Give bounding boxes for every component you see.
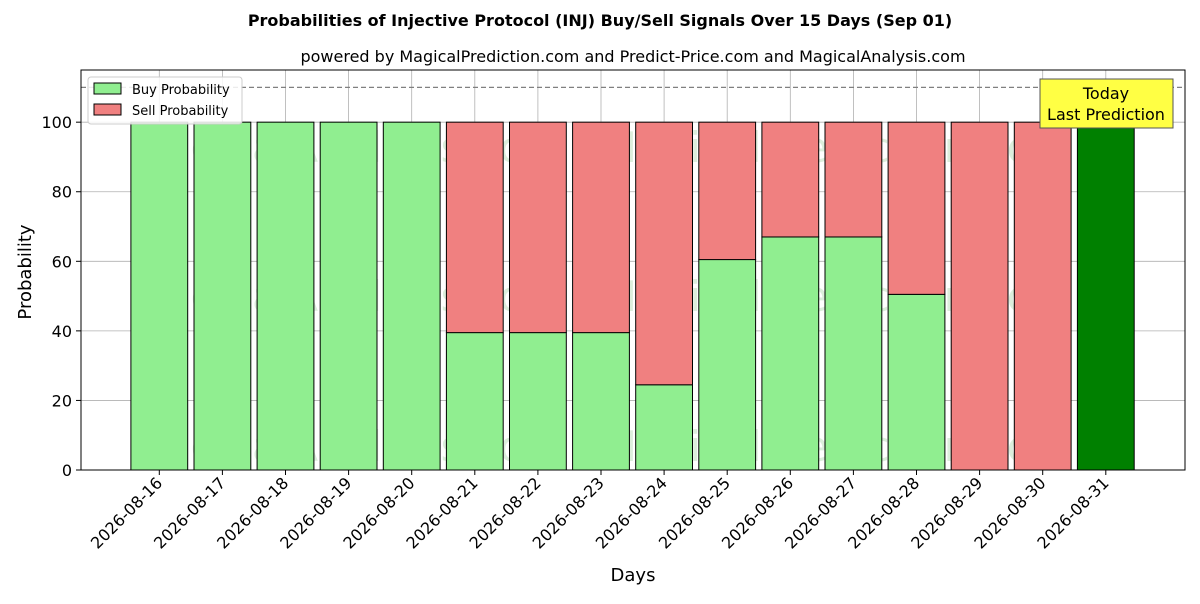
bar-today <box>1076 121 1135 471</box>
y-tick-label: 60 <box>52 252 72 271</box>
legend-label: Sell Probability <box>132 104 229 119</box>
bar-buy <box>698 259 757 471</box>
chart-subtitle: powered by MagicalPrediction.com and Pre… <box>300 47 965 66</box>
bar-sell <box>887 121 946 295</box>
bar-sell <box>698 121 757 261</box>
bar-sell <box>761 121 820 238</box>
y-tick-label: 40 <box>52 322 72 341</box>
bar-buy <box>635 384 694 471</box>
bar-buy <box>761 236 820 471</box>
bars <box>81 86 1185 471</box>
bar-buy <box>572 332 630 471</box>
annotation-text: Today <box>1082 84 1129 103</box>
y-tick-label: 0 <box>62 461 72 480</box>
bar-sell <box>950 121 1009 471</box>
annotation-box <box>1039 78 1174 129</box>
bar-buy <box>509 332 567 471</box>
bar-buy <box>887 293 946 471</box>
bar-buy <box>130 121 189 471</box>
legend-label: Buy Probability <box>132 83 230 98</box>
legend-box <box>87 76 243 125</box>
y-tick-label: 20 <box>52 391 72 410</box>
bar-buy <box>382 121 441 471</box>
legend-swatch <box>93 82 122 95</box>
bar-sell <box>445 121 504 334</box>
bar-buy <box>193 121 252 471</box>
annotation-text: Last Prediction <box>1047 105 1165 124</box>
bar-buy <box>319 121 378 471</box>
plot-frame <box>80 69 1186 471</box>
y-tick-label: 80 <box>52 183 72 202</box>
bar-sell <box>1013 121 1072 471</box>
bar-sell <box>572 121 630 334</box>
legend: Buy Probability Sell Probability <box>87 76 243 125</box>
legend-swatch <box>93 103 122 116</box>
y-tick-label: 100 <box>41 113 72 132</box>
bar-buy <box>256 121 315 471</box>
bar-buy <box>445 332 504 471</box>
bar-sell <box>824 121 883 238</box>
bar-sell <box>635 121 694 386</box>
today-annotation: Today Last Prediction <box>1039 78 1174 129</box>
bar-sell <box>509 121 567 334</box>
bar-buy <box>824 236 883 471</box>
chart-title: Probabilities of Injective Protocol (INJ… <box>248 11 952 30</box>
y-axis-label: Probability <box>15 224 36 319</box>
x-axis-label: Days <box>611 565 656 586</box>
